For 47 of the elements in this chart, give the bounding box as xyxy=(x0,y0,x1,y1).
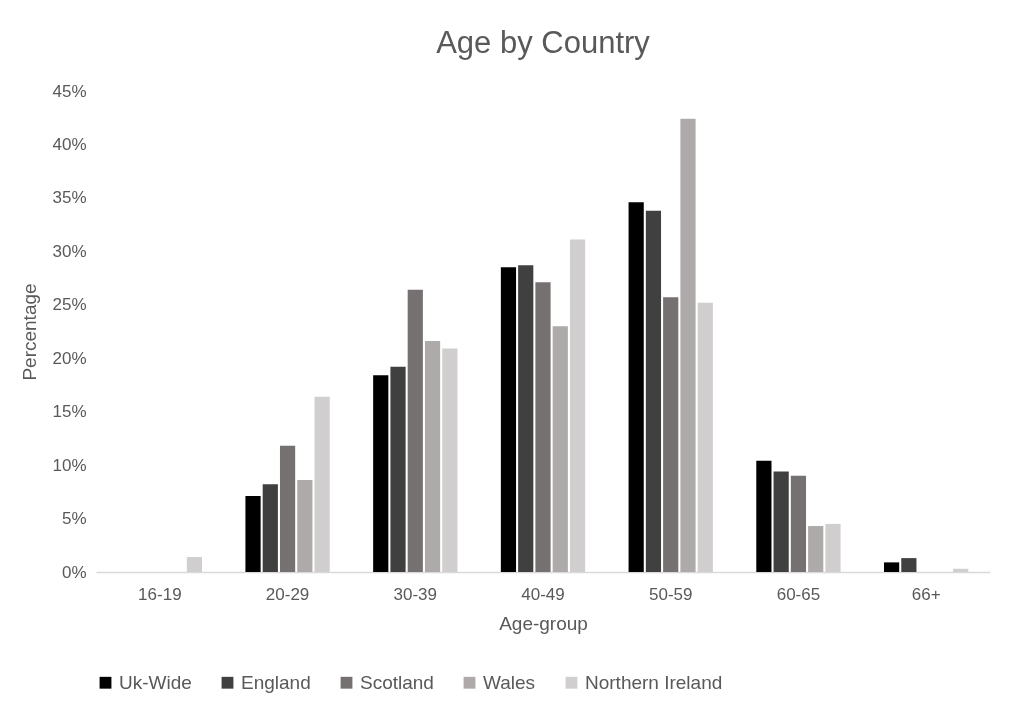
y-tick-label: 20% xyxy=(52,348,87,368)
x-tick-label: 60-65 xyxy=(776,584,821,604)
y-tick-label: 5% xyxy=(61,509,87,529)
bar xyxy=(373,375,389,572)
bar xyxy=(663,297,679,572)
bar xyxy=(245,496,261,572)
chart-title: Age by Country xyxy=(436,25,651,60)
bar xyxy=(628,202,644,572)
legend-label: Scotland xyxy=(360,671,434,693)
bar xyxy=(645,210,662,572)
y-tick-label: 15% xyxy=(52,402,87,422)
bar xyxy=(535,282,551,572)
bar xyxy=(680,118,696,572)
y-tick-label: 0% xyxy=(61,562,87,582)
bar xyxy=(424,341,441,572)
y-tick-label: 40% xyxy=(52,134,87,154)
legend-label: Uk-Wide xyxy=(119,671,192,693)
x-tick-label: 66+ xyxy=(911,584,941,604)
y-tick-label: 45% xyxy=(52,81,87,101)
legend-label: England xyxy=(241,671,311,693)
bar xyxy=(756,460,772,572)
bar xyxy=(884,562,900,572)
bar xyxy=(262,484,278,572)
bar xyxy=(552,326,568,572)
y-tick-label: 35% xyxy=(52,188,87,208)
x-tick-label: 20-29 xyxy=(265,584,310,604)
x-tick-label: 16-19 xyxy=(138,584,182,604)
bar xyxy=(407,289,423,572)
bar xyxy=(279,445,296,572)
y-tick-label: 30% xyxy=(52,241,87,261)
y-axis-title: Percentage xyxy=(19,283,41,381)
bar xyxy=(297,480,313,572)
y-tick-label: 10% xyxy=(52,455,87,475)
bar xyxy=(901,558,917,572)
legend-label: Wales xyxy=(483,671,536,693)
x-tick-label: 50-59 xyxy=(648,584,693,604)
bar xyxy=(790,475,807,572)
bar xyxy=(773,471,789,572)
bar xyxy=(390,366,406,572)
x-tick-label: 30-39 xyxy=(393,584,438,604)
x-tick-label: 40-49 xyxy=(521,584,565,604)
legend-label: Northern Ireland xyxy=(585,671,723,693)
y-tick-label: 25% xyxy=(52,295,87,315)
bar xyxy=(808,526,824,572)
x-axis-title: Age-group xyxy=(499,612,588,634)
bar xyxy=(518,265,534,572)
bar xyxy=(500,267,517,572)
